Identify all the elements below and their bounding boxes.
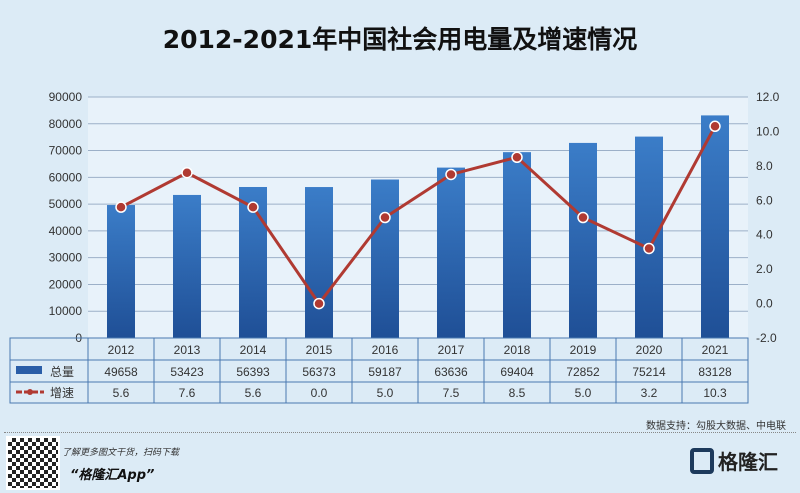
bar-value: 56393 <box>236 365 270 379</box>
y-right-tick: -2.0 <box>756 331 777 345</box>
bar-value: 69404 <box>500 365 534 379</box>
bar <box>305 187 333 338</box>
line-point <box>313 297 325 310</box>
source-note: 数据支持：勾股大数据、中电联 <box>646 421 786 432</box>
promo-text: 了解更多图文干货，扫码下载 <box>62 448 180 458</box>
y-right-tick: 6.0 <box>756 193 773 207</box>
line-point <box>511 151 523 163</box>
divider <box>4 432 796 433</box>
y-right-tick: 4.0 <box>756 228 773 242</box>
bar <box>173 194 201 338</box>
bar-value: 72852 <box>566 365 600 379</box>
bar-value: 59187 <box>368 365 402 379</box>
line-value: 7.5 <box>443 386 460 400</box>
bar <box>701 115 729 338</box>
line-point <box>181 166 193 179</box>
line-value: 5.0 <box>377 386 394 400</box>
x-tick: 2015 <box>306 343 333 357</box>
line-value: 3.2 <box>641 386 658 400</box>
x-tick: 2021 <box>702 343 729 357</box>
y-right-tick: 10.0 <box>756 124 780 138</box>
bar-value: 75214 <box>632 365 666 379</box>
line-point <box>643 242 655 255</box>
line-value: 0.0 <box>311 386 328 400</box>
bar-value: 49658 <box>104 365 138 379</box>
line-point <box>379 211 391 224</box>
line-value: 5.0 <box>575 386 592 400</box>
y-left-tick: 30000 <box>49 251 83 265</box>
bar <box>635 136 663 338</box>
x-tick: 2020 <box>636 343 663 357</box>
y-left-tick: 10000 <box>49 304 83 318</box>
bar-value: 83128 <box>698 365 732 379</box>
bar-value: 53423 <box>170 365 204 379</box>
bar <box>569 142 597 338</box>
legend-bar-label: 总量 <box>50 365 74 379</box>
bar-value: 56373 <box>302 365 336 379</box>
y-right-tick: 8.0 <box>756 159 773 173</box>
y-left-tick: 80000 <box>49 117 83 131</box>
chart: 0100002000030000400005000060000700008000… <box>9 90 780 404</box>
bar <box>503 152 531 338</box>
line-value: 7.6 <box>179 386 196 400</box>
bar-value: 63636 <box>434 365 468 379</box>
x-tick: 2019 <box>570 343 597 357</box>
y-right-tick: 12.0 <box>756 90 780 104</box>
growth-line <box>120 125 717 307</box>
chart-title: 2012-2021年中国社会用电量及增速情况 <box>162 25 638 54</box>
bar <box>437 167 465 338</box>
qr-code <box>6 436 60 490</box>
bar <box>107 205 135 338</box>
line-point <box>445 168 457 181</box>
line-point <box>577 211 589 224</box>
line-value: 10.3 <box>703 386 727 400</box>
brand-logo: 格隆汇 <box>690 446 778 475</box>
x-tick: 2016 <box>372 343 399 357</box>
y-left-tick: 20000 <box>49 277 83 291</box>
logo-icon <box>690 447 714 474</box>
y-left-tick: 90000 <box>49 90 83 104</box>
brand-name: 格隆汇 <box>718 450 778 474</box>
y-left-tick: 40000 <box>49 224 83 238</box>
line-point <box>247 201 259 213</box>
y-left-tick: 50000 <box>49 197 83 211</box>
y-right-tick: 2.0 <box>756 262 773 276</box>
x-tick: 2012 <box>108 343 135 357</box>
line-point <box>709 120 721 133</box>
legend-bar-swatch <box>16 366 42 374</box>
y-left-tick: 60000 <box>49 170 83 184</box>
y-left-tick: 70000 <box>49 144 83 158</box>
app-name: “格隆汇App” <box>70 468 155 483</box>
legend-line-marker <box>27 389 33 395</box>
line-value: 5.6 <box>113 386 130 400</box>
x-tick: 2017 <box>438 343 465 357</box>
legend-line-label: 增速 <box>50 386 74 400</box>
line-point <box>115 201 127 213</box>
line-value: 5.6 <box>245 386 262 400</box>
x-tick: 2014 <box>240 343 267 357</box>
y-right-tick: 0.0 <box>756 297 773 311</box>
line-value: 8.5 <box>509 386 526 400</box>
x-tick: 2013 <box>174 343 201 357</box>
x-tick: 2018 <box>504 343 531 357</box>
bar <box>371 179 399 338</box>
